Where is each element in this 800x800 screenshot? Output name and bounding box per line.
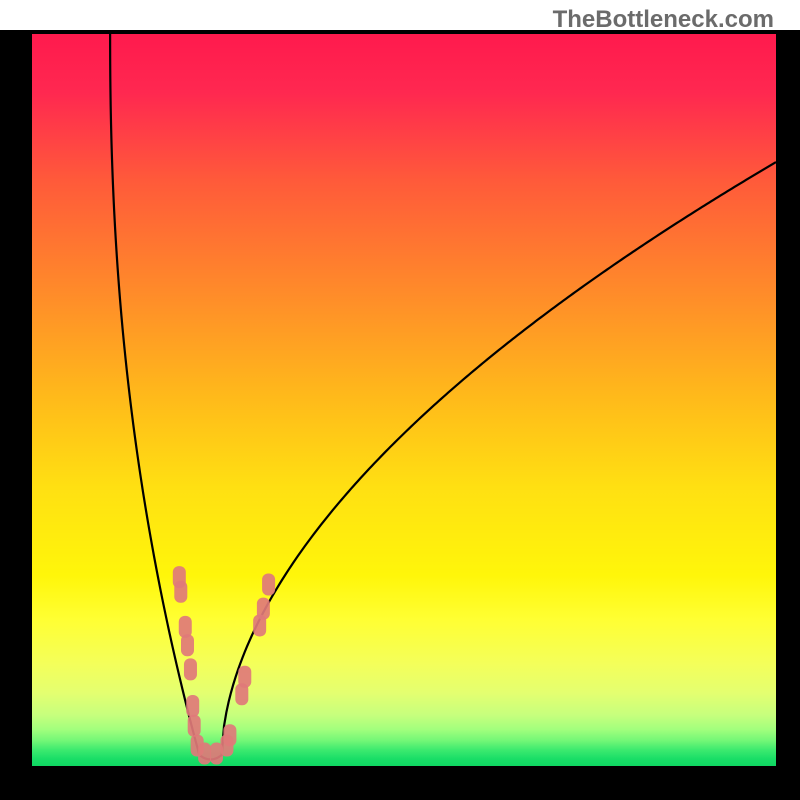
curve-marker — [188, 715, 201, 737]
curve-marker — [257, 598, 270, 620]
curve-marker — [186, 695, 199, 717]
curve-marker — [238, 666, 251, 688]
curve-marker — [184, 658, 197, 680]
plot-area — [32, 34, 776, 766]
bottleneck-chart — [32, 34, 776, 766]
curve-marker — [181, 634, 194, 656]
plot-frame-left — [0, 34, 32, 766]
curve-marker — [174, 581, 187, 603]
curve-markers — [173, 566, 275, 764]
plot-frame-right — [776, 34, 800, 766]
curve-marker — [262, 573, 275, 595]
plot-frame-bottom — [0, 766, 800, 800]
curve-marker — [198, 743, 211, 765]
v-curve — [110, 34, 776, 759]
curve-marker — [223, 724, 236, 746]
